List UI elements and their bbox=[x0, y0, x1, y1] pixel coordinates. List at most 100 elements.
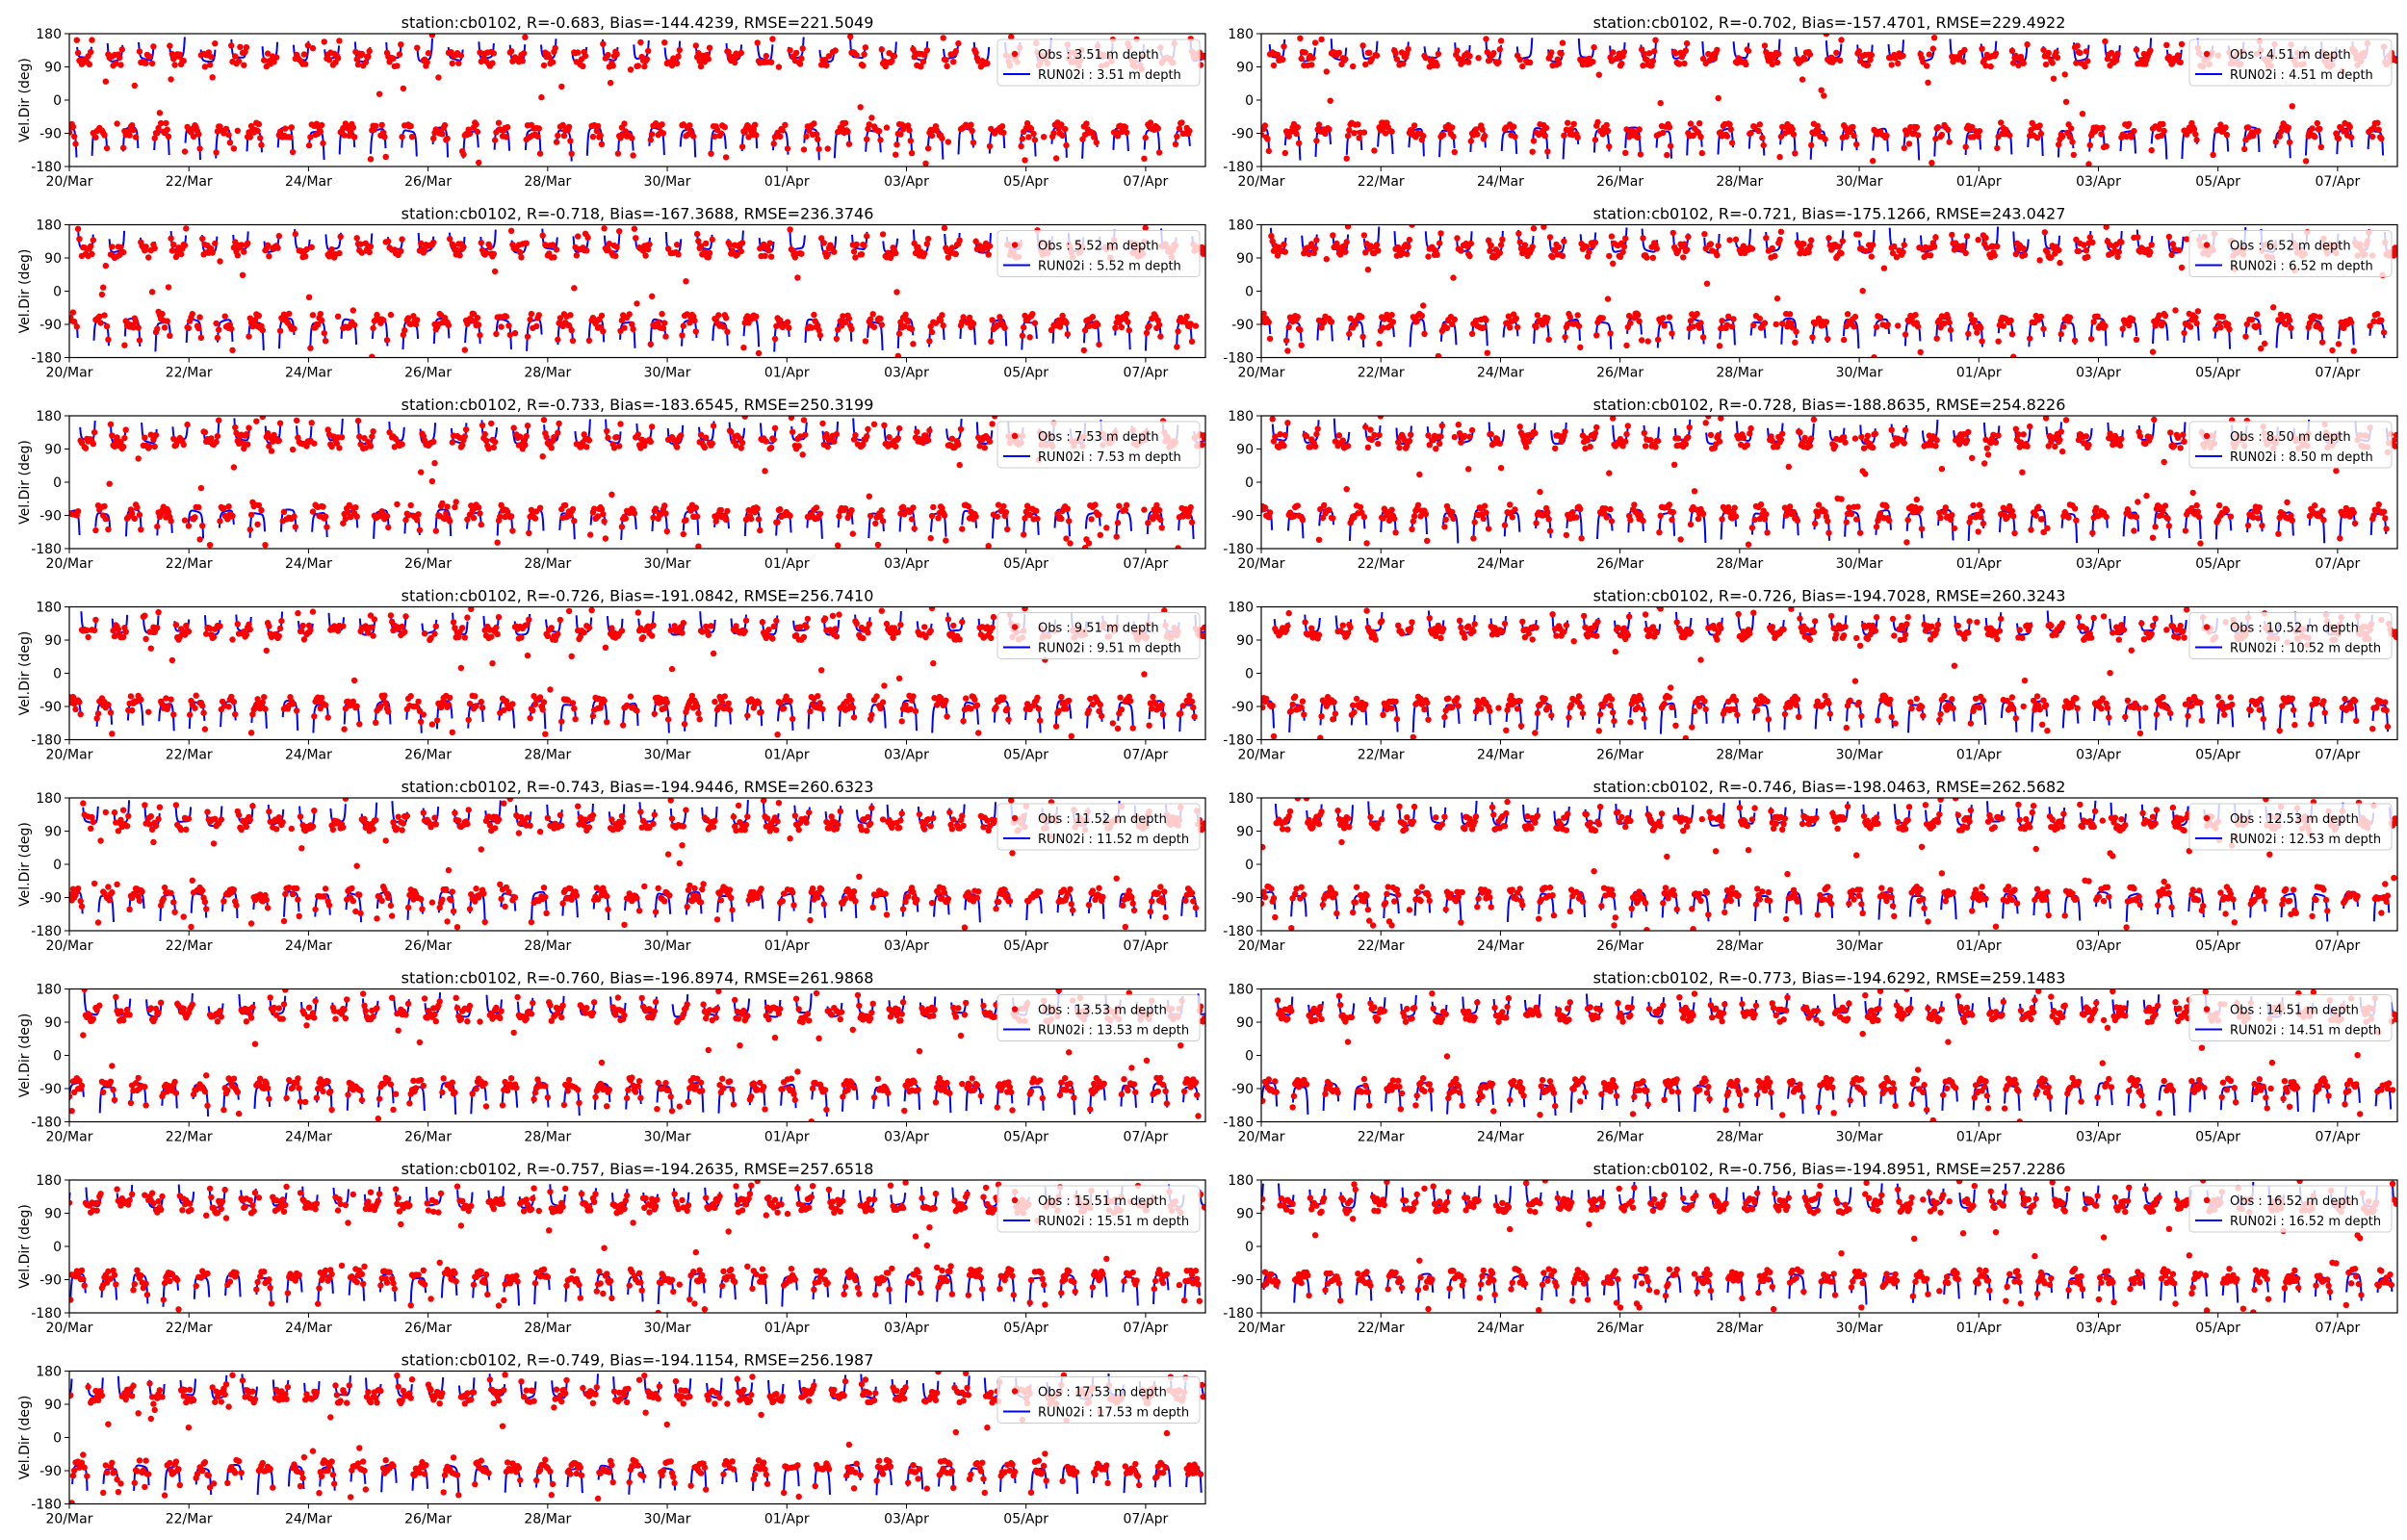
obs-point bbox=[181, 517, 189, 524]
obs-point bbox=[1883, 503, 1890, 510]
legend-obs-label: Obs : 7.53 m depth bbox=[1038, 430, 1159, 445]
obs-point bbox=[1001, 324, 1008, 331]
obs-point bbox=[891, 52, 898, 60]
obs-point bbox=[1311, 39, 1319, 46]
obs-point bbox=[1969, 123, 1976, 131]
obs-point bbox=[1313, 138, 1320, 144]
x-tick-label: 24/Mar bbox=[285, 366, 332, 381]
obs-point bbox=[1946, 319, 1953, 326]
obs-point bbox=[1451, 433, 1459, 441]
obs-point bbox=[1842, 439, 1849, 446]
obs-point bbox=[2020, 245, 2027, 252]
obs-point bbox=[1779, 430, 1786, 437]
obs-point bbox=[1577, 505, 1584, 513]
obs-point bbox=[862, 338, 869, 345]
obs-point bbox=[2084, 58, 2091, 64]
obs-point bbox=[956, 461, 963, 469]
y-tick-label: 0 bbox=[53, 285, 62, 300]
obs-point bbox=[1984, 451, 1992, 458]
obs-point bbox=[803, 133, 810, 140]
obs-point bbox=[1450, 133, 1457, 141]
obs-point bbox=[146, 443, 153, 450]
obs-point bbox=[1449, 508, 1456, 516]
obs-point bbox=[394, 63, 401, 69]
obs-point bbox=[2015, 431, 2022, 438]
obs-point bbox=[181, 242, 189, 249]
obs-point bbox=[616, 443, 623, 449]
obs-point bbox=[2255, 127, 2262, 135]
obs-point bbox=[1515, 230, 1522, 237]
obs-point bbox=[2058, 133, 2066, 141]
y-tick-label: 90 bbox=[1236, 251, 1254, 267]
obs-point bbox=[613, 51, 620, 58]
obs-point bbox=[229, 512, 236, 520]
obs-point bbox=[1725, 503, 1732, 511]
obs-point bbox=[1344, 443, 1352, 449]
x-tick-label: 20/Mar bbox=[1238, 556, 1285, 572]
obs-point bbox=[845, 141, 853, 147]
obs-point bbox=[311, 440, 318, 447]
obs-point bbox=[1360, 232, 1368, 239]
obs-point bbox=[2312, 133, 2318, 141]
obs-point bbox=[1310, 249, 1318, 257]
obs-point bbox=[1284, 420, 1291, 426]
x-tick-label: 24/Mar bbox=[1477, 366, 1524, 381]
obs-point bbox=[1437, 230, 1444, 237]
obs-point bbox=[722, 516, 730, 524]
obs-point bbox=[1707, 431, 1715, 439]
obs-point bbox=[1438, 423, 1446, 429]
obs-point bbox=[613, 433, 620, 441]
obs-point bbox=[662, 510, 669, 517]
obs-point bbox=[1764, 529, 1771, 536]
obs-point bbox=[921, 250, 928, 257]
obs-point bbox=[185, 523, 193, 529]
obs-point bbox=[493, 330, 500, 338]
obs-point bbox=[241, 445, 247, 452]
obs-point bbox=[986, 142, 994, 150]
obs-point bbox=[738, 247, 744, 255]
obs-point bbox=[690, 133, 697, 140]
obs-point bbox=[1367, 243, 1374, 249]
obs-point bbox=[1868, 253, 1876, 260]
obs-point bbox=[1635, 312, 1642, 319]
obs-point bbox=[1274, 51, 1281, 59]
obs-point bbox=[2040, 528, 2047, 536]
obs-point bbox=[815, 136, 821, 142]
obs-point bbox=[928, 328, 936, 336]
obs-point bbox=[717, 130, 725, 137]
obs-point bbox=[634, 63, 641, 69]
obs-point bbox=[775, 64, 783, 70]
obs-point bbox=[130, 324, 137, 331]
x-tick-label: 30/Mar bbox=[644, 174, 691, 190]
obs-point bbox=[1759, 135, 1766, 141]
obs-point bbox=[757, 526, 764, 534]
obs-point bbox=[1723, 133, 1731, 140]
obs-point bbox=[1411, 122, 1418, 129]
obs-point bbox=[185, 324, 193, 332]
obs-point bbox=[1871, 354, 1877, 358]
obs-point bbox=[474, 315, 481, 321]
obs-point bbox=[74, 225, 82, 232]
obs-point bbox=[2133, 336, 2140, 343]
obs-point bbox=[1355, 121, 1361, 128]
obs-point bbox=[600, 40, 607, 47]
obs-point bbox=[1790, 131, 1798, 138]
obs-point bbox=[350, 321, 358, 328]
x-tick-label: 05/Apr bbox=[1003, 174, 1048, 190]
obs-point bbox=[1546, 234, 1554, 241]
obs-point bbox=[247, 511, 255, 519]
obs-point bbox=[528, 310, 535, 318]
x-tick-label: 03/Apr bbox=[2076, 174, 2121, 190]
panel-5: station:cb0102, R=-0.733, Bias=-183.6545… bbox=[17, 396, 1206, 572]
obs-point bbox=[1052, 155, 1060, 162]
obs-point bbox=[955, 39, 962, 47]
obs-point bbox=[1790, 508, 1798, 516]
obs-point bbox=[584, 234, 591, 242]
obs-point bbox=[1199, 442, 1205, 449]
obs-point bbox=[1920, 59, 1927, 65]
obs-point bbox=[2010, 513, 2017, 520]
obs-point bbox=[724, 328, 731, 335]
obs-point bbox=[1261, 122, 1269, 129]
obs-point bbox=[1318, 36, 1325, 43]
obs-point bbox=[146, 629, 153, 635]
